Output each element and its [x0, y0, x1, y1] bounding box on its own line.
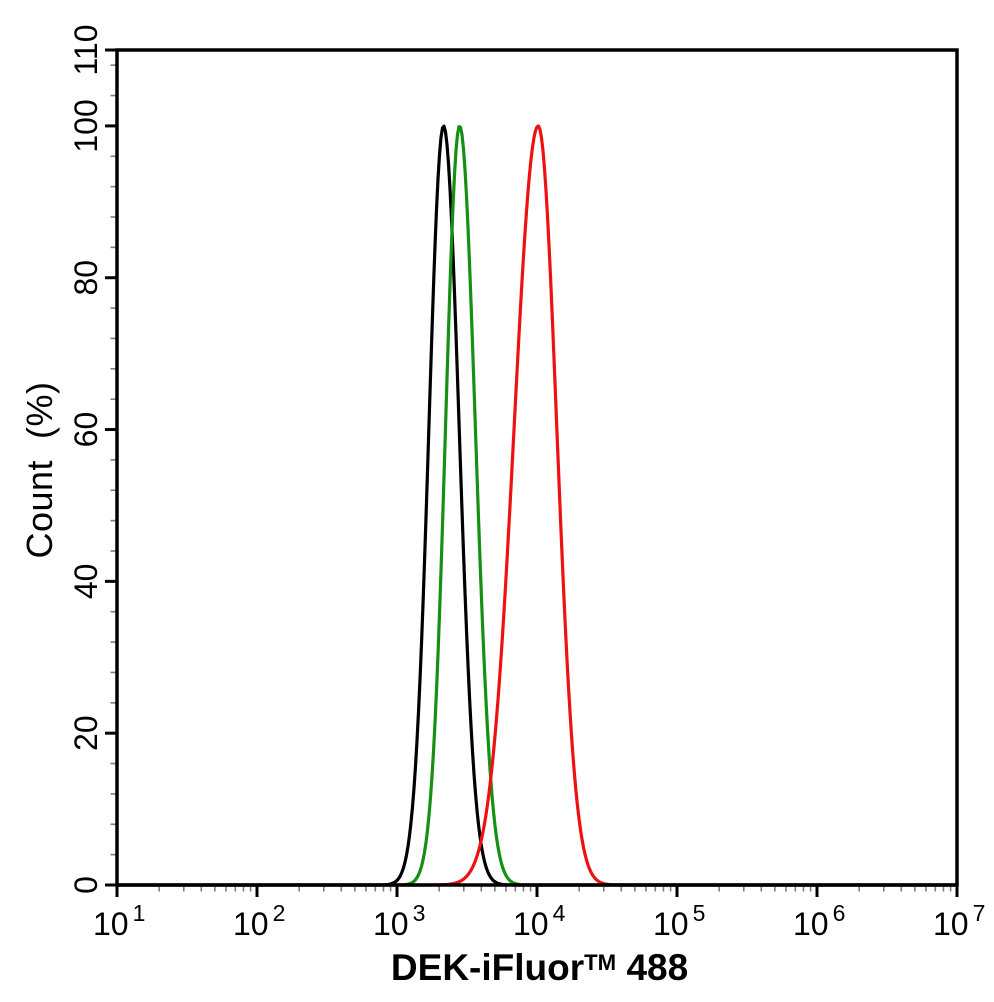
y-tick-label: 40	[68, 564, 104, 600]
y-tick-label: 100	[68, 99, 104, 152]
x-tick-label: 10 7	[933, 900, 985, 942]
y-tick-label: 0	[68, 876, 104, 894]
y-axis-title: Count (%)	[19, 381, 60, 559]
y-tick-label: 20	[68, 715, 104, 751]
x-axis-title-tail: 488	[616, 947, 689, 988]
x-tick-label: 10 1	[93, 900, 145, 942]
plot-border	[115, 48, 959, 887]
y-tick-label: 110	[68, 24, 104, 75]
trademark-superscript: TM	[584, 950, 617, 976]
x-tick-label: 10 3	[373, 900, 425, 942]
x-axis-title: DEK-iFluorTM 488	[350, 905, 688, 1002]
x-tick-label: 10 2	[233, 900, 285, 942]
x-axis-title-main: DEK-iFluor	[390, 947, 585, 988]
black-curve	[115, 124, 959, 887]
x-tick-label: 10 5	[653, 900, 705, 942]
x-tick-label: 10 4	[513, 900, 566, 942]
y-tick-label: 80	[68, 260, 104, 296]
red-curve	[115, 124, 959, 887]
green-curve	[115, 124, 959, 887]
y-tick-label: 60	[68, 412, 104, 448]
x-tick-label: 10 6	[793, 900, 845, 942]
